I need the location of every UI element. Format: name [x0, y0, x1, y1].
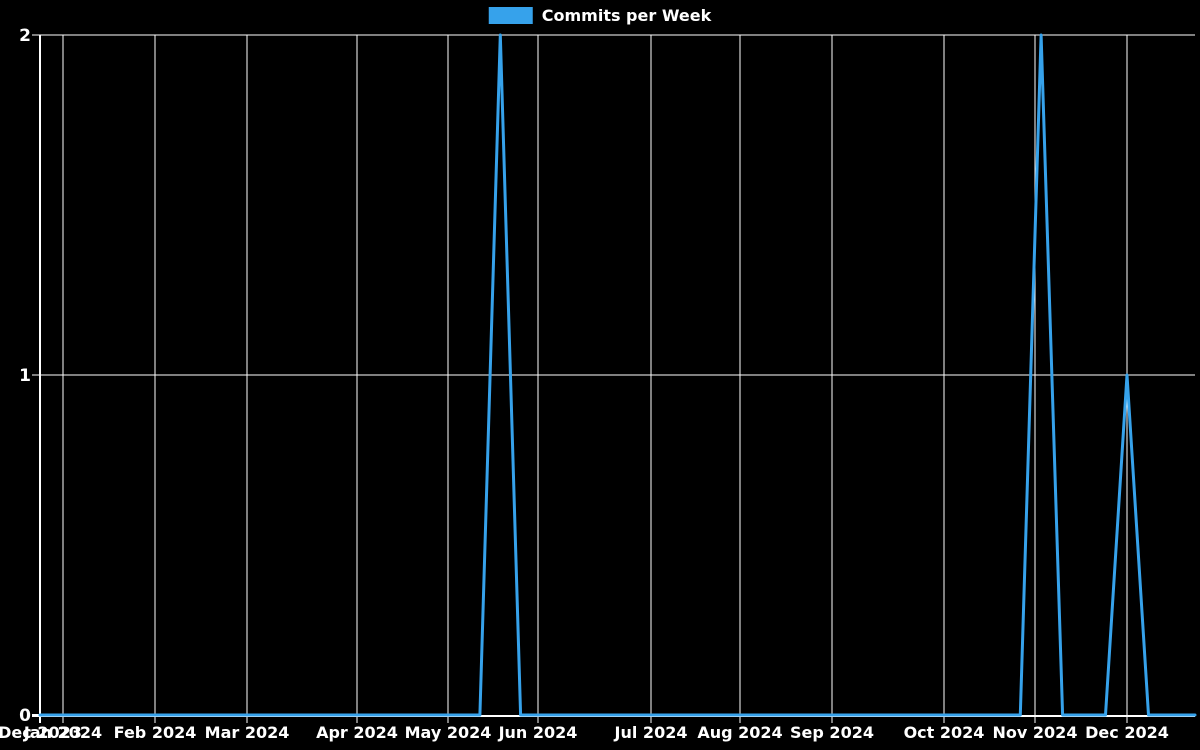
- y-tick-labels: 0 1 2: [19, 26, 31, 726]
- x-tick-label: Jul 2024: [614, 723, 688, 742]
- x-tick-label: Oct 2024: [904, 723, 985, 742]
- legend-label: Commits per Week: [541, 6, 712, 25]
- x-tick-label: Sep 2024: [790, 723, 874, 742]
- x-tick-label: Dec 2023: [0, 723, 82, 742]
- x-tick-label: Dec 2024: [1085, 723, 1169, 742]
- y-tick-label: 2: [19, 26, 31, 46]
- x-tick-label: Feb 2024: [114, 723, 197, 742]
- x-tick-label: Mar 2024: [205, 723, 290, 742]
- x-tick-label: Nov 2024: [993, 723, 1078, 742]
- x-tick-label: Jun 2024: [498, 723, 578, 742]
- x-tick-label: Jan 2024: [23, 723, 102, 742]
- x-tick-label: Aug 2024: [697, 723, 782, 742]
- y-tick-label: 0: [19, 706, 31, 726]
- x-gridlines: [39, 35, 1128, 723]
- x-tick-label: Apr 2024: [316, 723, 398, 742]
- chart-legend: Commits per Week: [488, 6, 712, 25]
- y-gridlines: [32, 34, 1195, 376]
- x-tick-label: May 2024: [405, 723, 492, 742]
- y-tick-label: 1: [19, 366, 31, 386]
- commits-line-series: [38, 33, 1197, 717]
- legend-swatch-icon: [488, 7, 533, 24]
